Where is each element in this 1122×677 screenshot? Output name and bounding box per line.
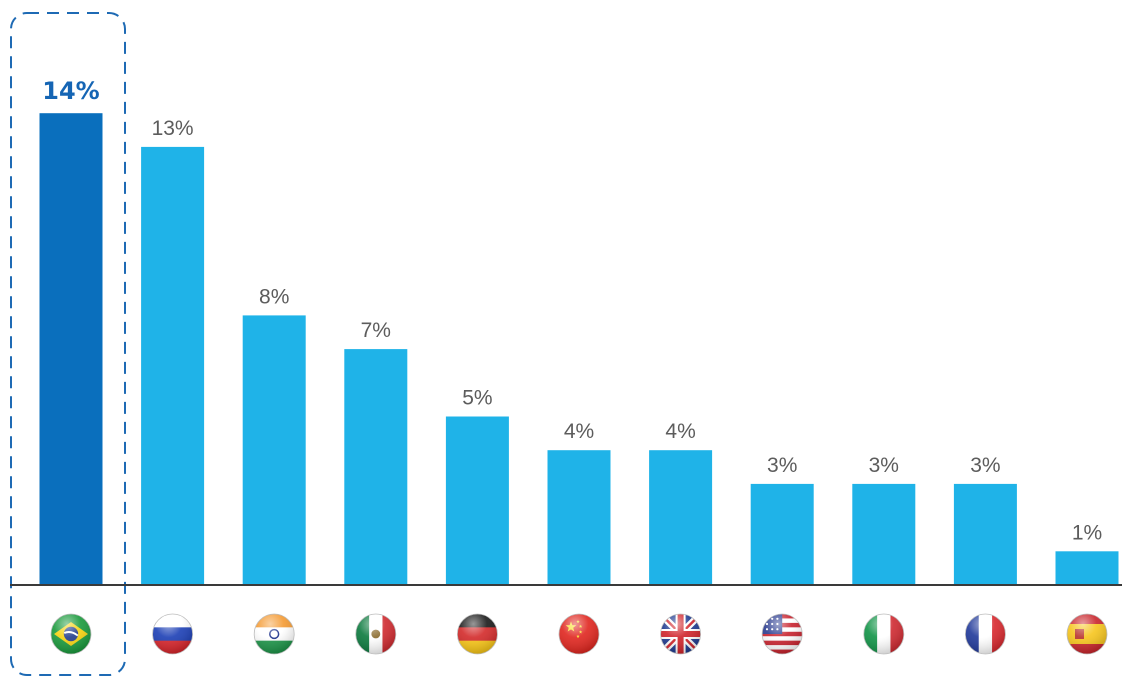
russia-flag-icon bbox=[152, 613, 194, 655]
value-label-spain: 1% bbox=[1072, 521, 1102, 544]
france-flag-icon bbox=[965, 613, 1006, 655]
bar-germany bbox=[445, 416, 509, 585]
bar-italy bbox=[852, 483, 916, 585]
highlight-box bbox=[10, 12, 126, 676]
bar-spain bbox=[1055, 551, 1119, 585]
bars-group bbox=[39, 113, 1119, 585]
value-label-russia: 13% bbox=[152, 117, 194, 140]
bar-france bbox=[953, 483, 1017, 585]
germany-flag-icon bbox=[456, 613, 498, 655]
mexico-flag-icon bbox=[355, 613, 397, 655]
value-labels-group: 14% 13% 8% 7% 5% 4% 4% 3% 3% 3% 1% bbox=[42, 77, 1102, 544]
india-flag-icon bbox=[253, 613, 295, 655]
italy-flag-icon bbox=[863, 613, 905, 655]
bar-uk bbox=[649, 450, 713, 585]
uk-flag-icon bbox=[660, 613, 701, 655]
bar-china bbox=[547, 450, 611, 585]
bar-brazil bbox=[39, 113, 103, 585]
value-label-mexico: 7% bbox=[361, 319, 391, 342]
value-label-india: 8% bbox=[259, 285, 289, 308]
value-label-uk: 4% bbox=[665, 420, 695, 443]
value-label-italy: 3% bbox=[869, 454, 899, 477]
brazil-flag-icon bbox=[50, 613, 92, 655]
china-flag-icon bbox=[558, 613, 600, 655]
value-label-france: 3% bbox=[970, 454, 1000, 477]
value-label-china: 4% bbox=[564, 420, 594, 443]
bar-russia bbox=[141, 146, 205, 585]
usa-flag-icon bbox=[761, 613, 803, 655]
value-label-usa: 3% bbox=[767, 454, 797, 477]
bar-india bbox=[242, 315, 306, 585]
value-label-germany: 5% bbox=[462, 387, 492, 410]
value-label-brazil: 14% bbox=[42, 77, 99, 105]
bar-mexico bbox=[344, 349, 408, 585]
bar-usa bbox=[750, 483, 814, 585]
flags-group bbox=[50, 613, 1108, 655]
spain-flag-icon bbox=[1066, 613, 1108, 655]
